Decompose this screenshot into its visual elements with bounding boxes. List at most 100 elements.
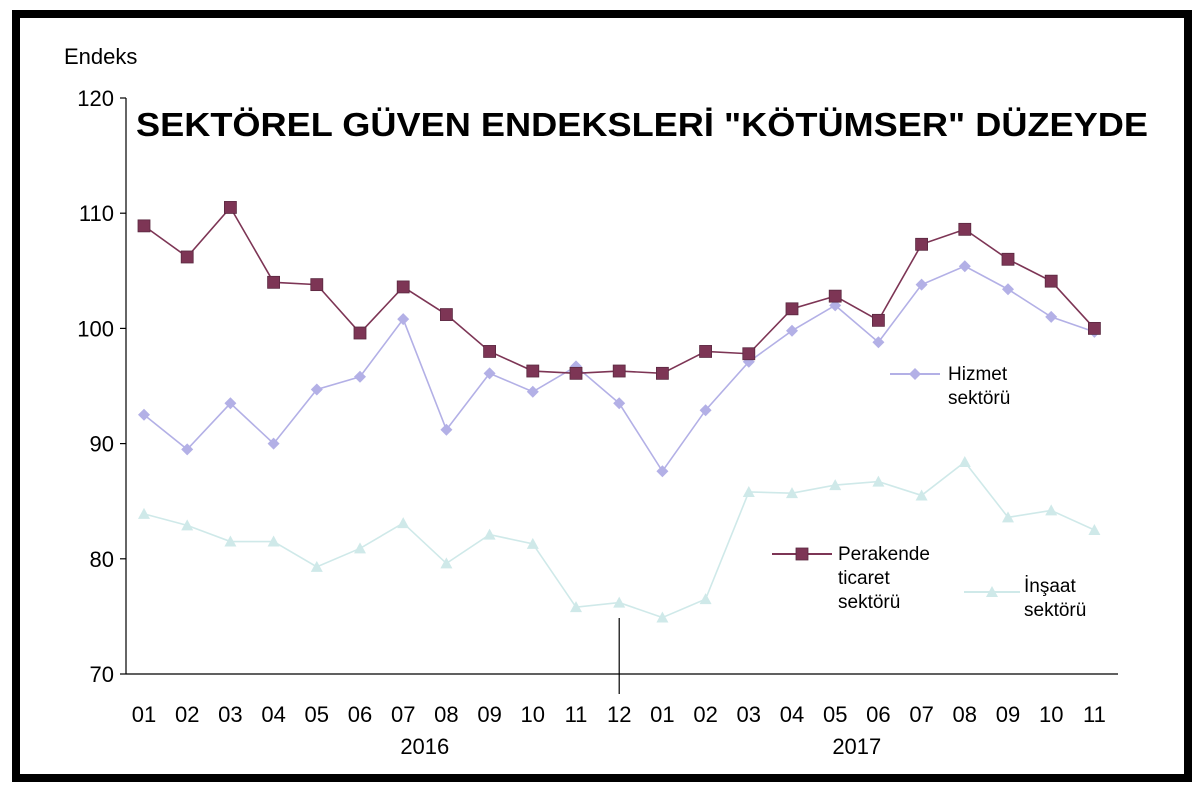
data-point bbox=[181, 519, 194, 531]
data-point bbox=[699, 593, 712, 605]
data-point bbox=[1001, 252, 1015, 266]
data-point bbox=[1088, 524, 1101, 535]
x-tick-label: 01 bbox=[132, 702, 156, 727]
data-point bbox=[526, 385, 539, 398]
x-tick-label: 03 bbox=[737, 702, 761, 727]
y-tick-label: 70 bbox=[90, 662, 114, 687]
legend-label-line: ticaret bbox=[838, 568, 890, 589]
data-point bbox=[656, 366, 669, 380]
axes: 70 80 90 100 110 120 01 02 03 04 05 06 07 08 09 10 11 12 0… bbox=[77, 86, 1118, 759]
data-point bbox=[872, 313, 885, 327]
data-point bbox=[915, 278, 928, 291]
x-tick-label: 03 bbox=[218, 702, 242, 727]
x-tick-label: 09 bbox=[477, 702, 501, 727]
x-year-label: 2016 bbox=[400, 734, 449, 759]
data-point bbox=[439, 308, 453, 321]
data-point bbox=[570, 601, 582, 613]
series-line bbox=[143, 460, 1095, 619]
legend-label: Hizmet sektörü bbox=[948, 364, 1010, 409]
series-square bbox=[137, 201, 1101, 380]
data-point bbox=[396, 280, 410, 294]
data-point bbox=[1044, 274, 1058, 288]
data-point bbox=[786, 324, 798, 337]
x-year-label: 2017 bbox=[832, 734, 881, 759]
data-point bbox=[785, 302, 799, 316]
data-point bbox=[1088, 321, 1101, 335]
y-tick-label: 110 bbox=[79, 201, 114, 226]
data-point bbox=[137, 219, 151, 233]
data-point bbox=[180, 250, 194, 264]
legend-label: İnşaat sektörü bbox=[1024, 576, 1086, 621]
x-tick-label: 11 bbox=[565, 702, 588, 727]
data-point bbox=[483, 528, 496, 540]
data-point bbox=[526, 537, 539, 549]
legend-entry: Hizmet sektörü bbox=[890, 364, 1010, 409]
data-point bbox=[310, 383, 323, 396]
series-triangle bbox=[138, 456, 1101, 623]
data-point bbox=[786, 487, 798, 499]
chart-frame: Endeks SEKTÖREL GÜVEN ENDEKSLERİ "KÖTÜMS… bbox=[12, 10, 1192, 782]
data-point bbox=[397, 313, 410, 326]
data-point bbox=[1002, 283, 1014, 296]
legend-label-line: sektörü bbox=[1024, 600, 1086, 621]
data-point bbox=[526, 364, 540, 378]
data-point bbox=[742, 347, 756, 361]
legend-marker bbox=[795, 547, 809, 561]
data-point bbox=[224, 397, 237, 410]
y-tick-label: 100 bbox=[77, 316, 114, 341]
x-tick-label: 02 bbox=[175, 702, 199, 727]
x-tick-label: 08 bbox=[953, 702, 977, 727]
data-point bbox=[138, 408, 150, 421]
legend-label-line: sektörü bbox=[948, 388, 1010, 409]
data-point bbox=[828, 289, 842, 303]
y-tick-label: 80 bbox=[90, 547, 114, 572]
data-point bbox=[267, 535, 280, 547]
data-point bbox=[829, 479, 842, 491]
legend-label-line: Hizmet bbox=[948, 364, 1008, 385]
x-tick-label: 07 bbox=[391, 702, 415, 727]
data-point bbox=[958, 456, 971, 468]
y-tick-label: 90 bbox=[90, 432, 114, 457]
data-point bbox=[569, 366, 583, 380]
data-point bbox=[224, 535, 237, 547]
legend-marker bbox=[986, 586, 998, 597]
data-point bbox=[872, 475, 885, 487]
x-tick-label: 10 bbox=[1039, 702, 1063, 727]
data-point bbox=[613, 397, 626, 410]
data-point bbox=[181, 443, 194, 456]
series-layer bbox=[137, 201, 1101, 623]
data-point bbox=[138, 507, 150, 519]
data-point bbox=[397, 517, 410, 529]
data-point bbox=[915, 237, 928, 251]
line-chart: Endeks SEKTÖREL GÜVEN ENDEKSLERİ "KÖTÜMS… bbox=[64, 44, 1148, 759]
x-tick-label: 05 bbox=[823, 702, 847, 727]
data-point bbox=[483, 367, 496, 380]
data-point bbox=[656, 465, 669, 478]
x-tick-label: 10 bbox=[521, 702, 545, 727]
x-tick-label: 06 bbox=[866, 702, 890, 727]
data-point bbox=[958, 260, 971, 273]
data-point bbox=[310, 278, 324, 292]
legend-entry: Perakende ticaret sektörü bbox=[772, 544, 930, 613]
data-point bbox=[354, 542, 366, 554]
legend-label-line: Perakende bbox=[838, 544, 930, 565]
y-tick-label: 120 bbox=[77, 86, 114, 111]
data-point bbox=[915, 489, 928, 501]
x-tick-label: 11 bbox=[1083, 702, 1106, 727]
data-point bbox=[613, 596, 626, 608]
chart-title: SEKTÖREL GÜVEN ENDEKSLERİ "KÖTÜMSER" DÜZ… bbox=[136, 106, 1148, 143]
legend-marker bbox=[909, 368, 921, 380]
data-point bbox=[483, 345, 497, 358]
data-point bbox=[958, 222, 972, 236]
x-tick-label: 12 bbox=[607, 702, 631, 727]
x-tick-label: 02 bbox=[693, 702, 717, 727]
data-point bbox=[872, 336, 885, 349]
data-point bbox=[354, 370, 366, 383]
x-tick-label: 06 bbox=[348, 702, 372, 727]
x-tick-label: 01 bbox=[650, 702, 674, 727]
legend-label-line: İnşaat bbox=[1024, 576, 1076, 597]
data-point bbox=[267, 437, 280, 450]
y-axis-unit-label: Endeks bbox=[64, 44, 137, 69]
data-point bbox=[440, 423, 453, 436]
x-tick-label: 08 bbox=[434, 702, 458, 727]
